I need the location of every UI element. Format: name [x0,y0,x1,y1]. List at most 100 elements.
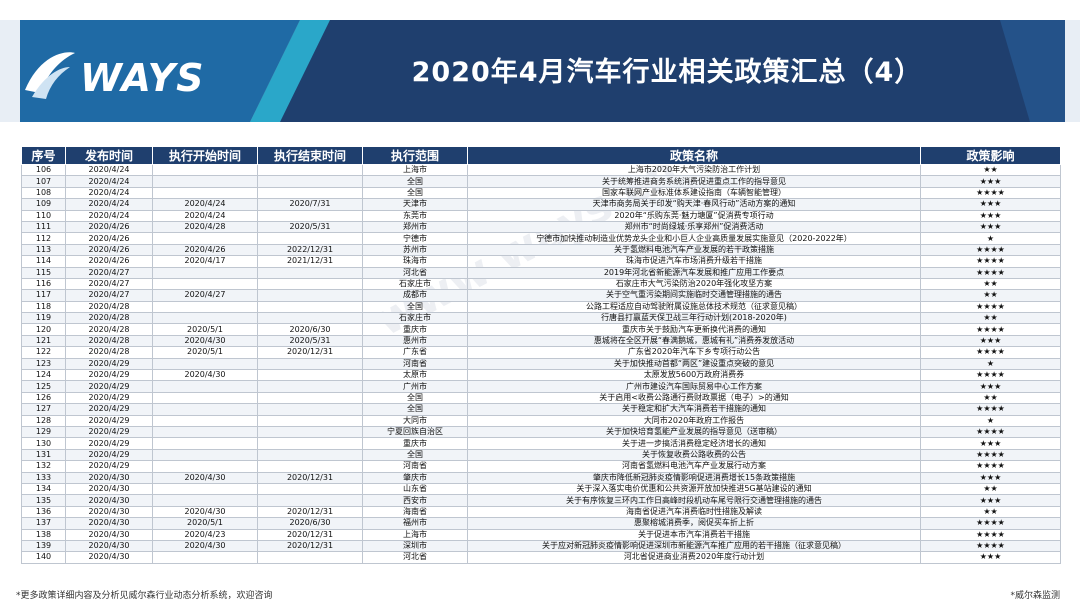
table-row: 130 2020/4/29 重庆市 关于进一步搞活消费稳定经济增长的通知 ★★★ [21,437,1061,450]
cell-col-publish-date: 2020/4/27 [65,289,153,302]
cell-col-seq: 113 [21,243,66,257]
cell-col-policy-name: 关于深入落实电价优惠和公共资源开放加快推进5G基站建设的通知 [467,482,921,496]
table-row: 140 2020/4/30 河北省 河北省促进商业消费2020年度行动计划 ★★★ [21,551,1061,564]
cell-col-scope: 东莞市 [362,209,468,222]
cell-col-scope: 上海市 [362,163,468,177]
cell-col-end-date [257,163,363,177]
cell-col-policy-name: 公路工程适应自动驾驶附属设施总体技术规范（征求意见稿） [467,300,921,314]
header-col-start-date: 执行开始时间 [152,146,258,165]
cell-col-end-date [257,369,363,382]
cell-col-end-date [257,437,363,450]
cell-col-policy-name: 肇庆市降低新冠肺炎疫情影响促进消费增长15条政策措施 [467,471,921,484]
cell-col-scope: 惠州市 [362,334,468,348]
cell-col-start-date [152,425,258,439]
cell-col-end-date [257,209,363,222]
cell-col-policy-name: 关于加快推动首都“两区”建设重点突破的意见 [467,357,921,371]
cell-col-seq: 116 [21,277,66,291]
cell-col-start-date: 2020/4/23 [152,528,258,541]
header-col-end-date: 执行结束时间 [257,146,363,165]
table-row: 115 2020/4/27 河北省 2019年河北省新能源汽车发展和推广应用工作要点 ★… [21,266,1061,279]
cell-col-impact: ★★★★ [920,539,1061,553]
cell-col-policy-name: 2019年河北省新能源汽车发展和推广应用工作要点 [467,266,921,279]
cell-col-scope: 成都市 [362,289,468,302]
table-row: 131 2020/4/29 全国 关于恢复收费公路收费的公告 ★★★★ [21,448,1061,462]
cell-col-scope: 海南省 [362,505,468,519]
cell-col-end-date [257,425,363,439]
cell-col-start-date: 2020/4/26 [152,243,258,257]
cell-col-publish-date: 2020/4/29 [65,448,153,462]
cell-col-start-date: 2020/4/30 [152,505,258,519]
cell-col-start-date: 2020/4/30 [152,369,258,382]
table-row: 136 2020/4/30 2020/4/30 2020/12/31 海南省 海南省促进汽… [21,505,1061,519]
cell-col-start-date: 2020/5/1 [152,323,258,336]
cell-col-policy-name: 珠海市促进汽车市场消费升级若干措施 [467,255,921,268]
table-row: 119 2020/4/28 石家庄市 行唐县打赢蓝天保卫战三年行动计划(2018-20… [21,312,1061,325]
cell-col-impact: ★★★★ [920,323,1061,336]
page-title: 2020年4月汽车行业相关政策汇总（4） [411,57,923,88]
cell-col-start-date: 2020/5/1 [152,517,258,530]
table-row: 109 2020/4/24 2020/4/24 2020/7/31 天津市 天津市商务局关… [21,198,1061,211]
table-row: 138 2020/4/30 2020/4/23 2020/12/31 上海市 关于促进本市… [21,528,1061,541]
cell-col-publish-date: 2020/4/30 [65,505,153,519]
cell-col-seq: 112 [21,232,66,245]
cell-col-impact: ★★★★ [920,186,1061,200]
cell-col-seq: 120 [21,323,66,336]
cell-col-impact: ★★★★ [920,243,1061,257]
cell-col-start-date: 2020/5/1 [152,346,258,359]
table-row: 128 2020/4/29 大同市 大同市2020年政府工作报告 ★ [21,414,1061,428]
cell-col-end-date: 2020/6/30 [257,517,363,530]
cell-col-publish-date: 2020/4/28 [65,346,153,359]
cell-col-start-date [152,266,258,279]
header-col-impact: 政策影响 [920,146,1061,165]
cell-col-seq: 126 [21,391,66,405]
header-col-seq: 序号 [21,146,66,165]
cell-col-end-date: 2020/12/31 [257,528,363,541]
cell-col-start-date: 2020/4/27 [152,289,258,302]
table-row: 113 2020/4/26 2020/4/26 2022/12/31 苏州市 关于氢燃料电… [21,243,1061,257]
cell-col-scope: 石家庄市 [362,312,468,325]
cell-col-seq: 122 [21,346,66,359]
cell-col-scope: 全国 [362,448,468,462]
cell-col-publish-date: 2020/4/30 [65,471,153,484]
cell-col-impact: ★★ [920,391,1061,405]
cell-col-publish-date: 2020/4/30 [65,528,153,541]
cell-col-impact: ★★★★ [920,369,1061,382]
cell-col-policy-name: 关于应对新冠肺炎疫情影响促进深圳市新能源汽车推广应用的若干措施（征求意见稿） [467,539,921,553]
cell-col-impact: ★★★★ [920,266,1061,279]
cell-col-end-date [257,312,363,325]
cell-col-seq: 107 [21,175,66,188]
cell-col-impact: ★★ [920,277,1061,291]
cell-col-publish-date: 2020/4/26 [65,255,153,268]
cell-col-seq: 127 [21,403,66,416]
cell-col-policy-name: 重庆市关于鼓励汽车更新换代消费的通知 [467,323,921,336]
cell-col-seq: 134 [21,482,66,496]
cell-col-publish-date: 2020/4/28 [65,323,153,336]
cell-col-policy-name: 关于空气重污染期间实施临时交通管理措施的通告 [467,289,921,302]
cell-col-seq: 129 [21,425,66,439]
cell-col-policy-name: 郑州市“时尚绿城·乐享郑州”促消费活动 [467,220,921,234]
cell-col-policy-name: 海南省促进汽车消费临时性措施及解读 [467,505,921,519]
cell-col-policy-name: 国家车联网产业标准体系建设指南（车辆智能管理） [467,186,921,200]
cell-col-end-date [257,448,363,462]
cell-col-publish-date: 2020/4/29 [65,357,153,371]
cell-col-seq: 132 [21,460,66,473]
cell-col-publish-date: 2020/4/27 [65,277,153,291]
cell-col-publish-date: 2020/4/27 [65,266,153,279]
cell-col-scope: 河南省 [362,357,468,371]
cell-col-scope: 珠海市 [362,255,468,268]
cell-col-impact: ★★★ [920,175,1061,188]
cell-col-seq: 130 [21,437,66,450]
cell-col-end-date [257,300,363,314]
cell-col-impact: ★★★★ [920,460,1061,473]
brand-logo-text: WAYS [80,56,205,100]
cell-col-end-date [257,266,363,279]
cell-col-start-date: 2020/4/30 [152,539,258,553]
cell-col-scope: 河北省 [362,266,468,279]
table-row: 106 2020/4/24 上海市 上海市2020年大气污染防治工作计划 ★★ [21,163,1061,177]
cell-col-scope: 河北省 [362,551,468,564]
cell-col-policy-name: 关于氢燃料电池汽车产业发展的若干政策措施 [467,243,921,257]
cell-col-end-date [257,289,363,302]
cell-col-scope: 重庆市 [362,323,468,336]
table-row: 118 2020/4/28 全国 公路工程适应自动驾驶附属设施总体技术规范（征求意见稿… [21,300,1061,314]
cell-col-policy-name: 太原发放5600万政府消费券 [467,369,921,382]
